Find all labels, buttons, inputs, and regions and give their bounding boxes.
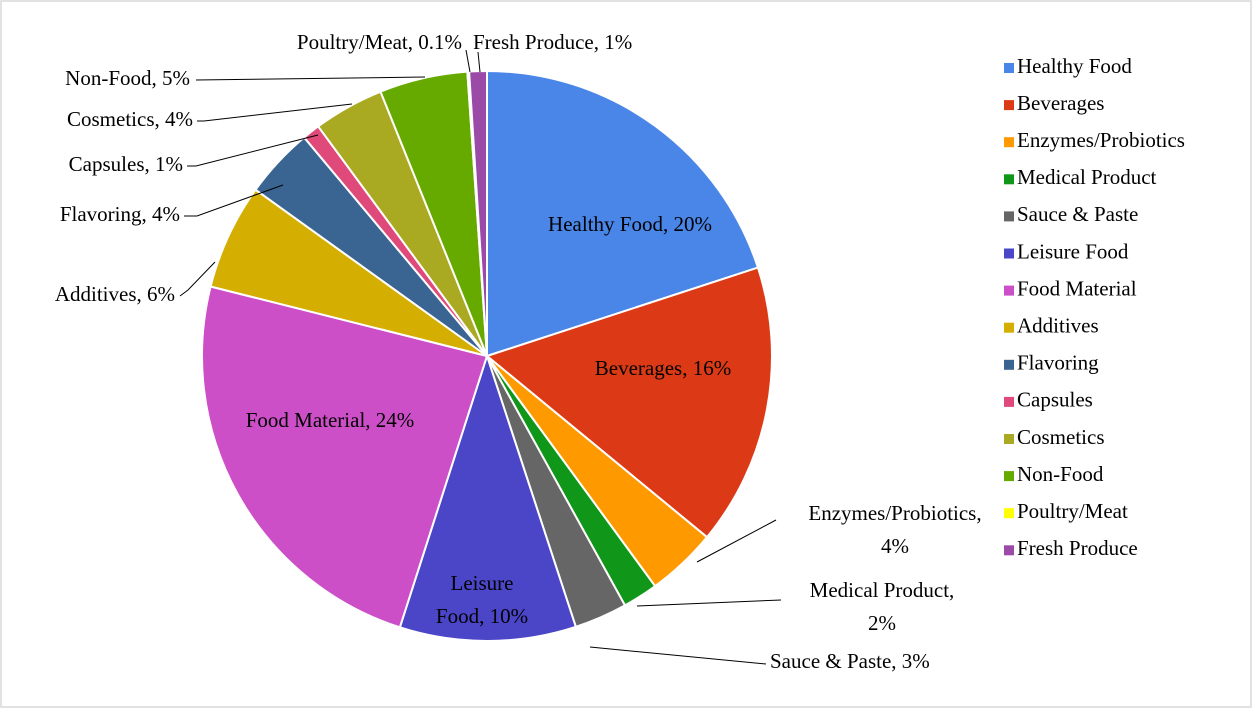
- legend-swatch: [1004, 100, 1014, 111]
- leader-line: [696, 519, 777, 563]
- legend-label: Flavoring: [1017, 351, 1099, 375]
- legend-swatch: [1004, 211, 1014, 222]
- leader-line: [195, 76, 426, 81]
- pie-slice: [468, 69, 488, 357]
- leader-line: [187, 134, 319, 167]
- legend-label: Poultry/Meat: [1017, 499, 1128, 523]
- legend-label: Capsules: [1017, 388, 1093, 412]
- legend-label: Non-Food: [1017, 462, 1104, 486]
- pie-slice: [398, 352, 578, 642]
- leader-line: [465, 49, 471, 73]
- data-label: Beverages, 16%: [595, 356, 731, 380]
- legend-swatch: [1004, 248, 1014, 259]
- data-label: Enzymes/Probiotics, 4%: [808, 501, 981, 558]
- data-label: Leisure Food, 10%: [436, 571, 528, 628]
- data-label: Poultry/Meat, 0.1%: [297, 30, 462, 54]
- data-label: Additives, 6%: [55, 282, 175, 306]
- data-label: Healthy Food, 20%: [548, 212, 712, 236]
- data-label: Medical Product, 2%: [810, 578, 955, 635]
- pie-slice: [201, 285, 489, 629]
- legend-label: Healthy Food: [1017, 54, 1132, 78]
- leader-line: [636, 599, 782, 607]
- leader-line: [197, 103, 353, 122]
- legend-swatch: [1004, 174, 1014, 185]
- legend-swatch: [1004, 322, 1014, 333]
- legend-label: Sauce & Paste: [1017, 202, 1138, 226]
- leader-line: [184, 184, 284, 217]
- legend-label: Additives: [1017, 314, 1099, 338]
- legend-label: Enzymes/Probiotics: [1017, 128, 1185, 152]
- legend-label: Cosmetics: [1017, 425, 1105, 449]
- pie-slice: [484, 266, 773, 539]
- data-label: Fresh Produce, 1%: [473, 30, 632, 54]
- data-label: Non-Food, 5%: [65, 66, 190, 90]
- data-label: Cosmetics, 4%: [67, 107, 193, 131]
- data-label: Food Material, 24%: [246, 408, 415, 432]
- legend-label: Fresh Produce: [1017, 536, 1138, 560]
- legend-label: Medical Product: [1017, 165, 1157, 189]
- data-label: Sauce & Paste, 3%: [770, 649, 930, 673]
- legend-label: Food Material: [1017, 276, 1137, 300]
- legend-label: Beverages: [1017, 91, 1104, 115]
- legend-swatch: [1004, 471, 1014, 482]
- legend-swatch: [1004, 396, 1014, 407]
- data-label: Flavoring, 4%: [60, 202, 180, 226]
- leader-line: [589, 646, 767, 665]
- legend-swatch: [1004, 508, 1014, 519]
- legend-swatch: [1004, 285, 1014, 296]
- legend-swatch: [1004, 434, 1014, 444]
- legend-label: Leisure Food: [1017, 239, 1129, 263]
- legend-swatch: [1004, 63, 1014, 73]
- legend-swatch: [1004, 545, 1014, 556]
- pie-slice: [486, 69, 760, 358]
- data-label: Capsules, 1%: [69, 152, 183, 176]
- legend-swatch: [1004, 359, 1014, 370]
- leader-line: [477, 51, 481, 73]
- leader-line: [179, 261, 216, 297]
- legend-swatch: [1004, 137, 1014, 148]
